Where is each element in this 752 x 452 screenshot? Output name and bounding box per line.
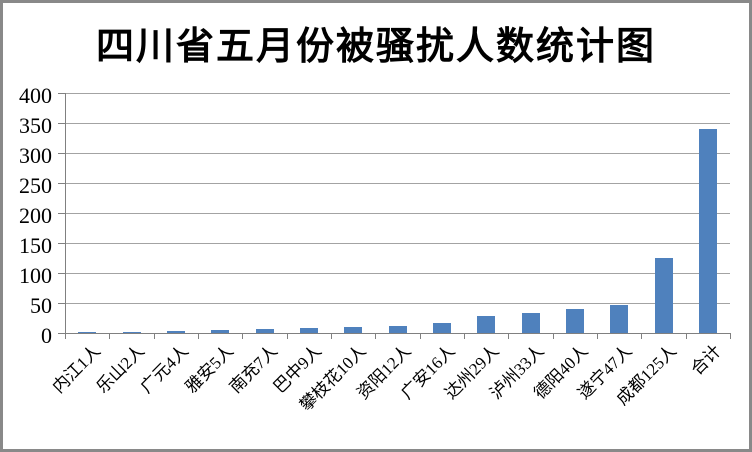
- bar-雅安5人: [211, 330, 230, 333]
- x-axis-label: 南充7人: [225, 341, 282, 397]
- y-axis-label: 250: [19, 173, 52, 198]
- y-axis-label: 50: [30, 293, 52, 318]
- bar-乐山2人: [122, 332, 141, 333]
- x-tick: [65, 334, 66, 339]
- x-tick: [730, 334, 731, 339]
- x-tick: [508, 334, 510, 339]
- bar-成都125人: [654, 258, 673, 333]
- y-tick-200: [58, 213, 65, 214]
- y-axis-label: 0: [41, 323, 52, 348]
- gridline-150: [65, 243, 730, 244]
- bar-遂宁47人: [610, 305, 629, 333]
- y-axis-label: 100: [19, 263, 52, 288]
- gridline-200: [65, 213, 730, 214]
- x-tick: [109, 334, 111, 339]
- x-tick: [597, 334, 598, 339]
- x-tick: [419, 334, 421, 339]
- y-tick-400: [58, 93, 65, 94]
- bar-南充7人: [255, 329, 274, 333]
- bar-广元4人: [166, 331, 185, 333]
- x-tick: [242, 334, 244, 339]
- gridline-300: [65, 153, 730, 154]
- x-axis-label: 雅安5人: [181, 341, 237, 397]
- x-axis-label: 乐山2人: [92, 341, 149, 397]
- x-tick: [552, 334, 554, 339]
- gridline-50: [65, 303, 730, 304]
- x-axis-line: [65, 333, 731, 334]
- y-axis-line: [65, 93, 66, 333]
- bar-攀枝花10人: [344, 327, 363, 333]
- x-axis-label: 合计: [687, 341, 725, 379]
- x-tick: [685, 334, 687, 339]
- bar-内江1人: [78, 332, 97, 333]
- bar-资阳12人: [388, 326, 407, 333]
- bar-巴中9人: [299, 328, 318, 333]
- x-axis-label: 内江1人: [48, 341, 104, 397]
- y-axis-label: 300: [19, 143, 52, 168]
- gridline-400: [65, 93, 730, 94]
- gridline-250: [65, 183, 730, 184]
- y-axis-label: 150: [19, 233, 52, 258]
- y-tick-50: [58, 303, 65, 304]
- x-tick: [198, 334, 199, 339]
- bar-德阳40人: [565, 309, 584, 333]
- y-tick-250: [58, 183, 65, 184]
- chart-title: 四川省五月份被骚扰人数统计图: [95, 26, 656, 68]
- y-axis-label: 200: [19, 203, 52, 228]
- bar-达州29人: [477, 316, 496, 333]
- y-tick-0: [58, 333, 65, 334]
- bar-合计: [698, 129, 717, 333]
- y-tick-350: [58, 123, 65, 124]
- y-axis-label: 400: [19, 83, 52, 108]
- y-tick-150: [58, 243, 65, 244]
- y-tick-100: [58, 273, 65, 274]
- x-tick: [331, 334, 332, 339]
- x-tick: [641, 334, 643, 339]
- gridline-100: [65, 273, 730, 274]
- x-tick: [464, 334, 465, 339]
- x-tick: [286, 334, 288, 339]
- x-tick: [153, 334, 155, 339]
- bar-泸州33人: [521, 313, 540, 333]
- bar-广安16人: [432, 323, 451, 333]
- y-axis-label: 350: [19, 113, 52, 138]
- x-axis-label: 广元4人: [137, 341, 193, 397]
- y-tick-300: [58, 153, 65, 154]
- gridline-350: [65, 123, 730, 124]
- x-tick: [375, 334, 377, 339]
